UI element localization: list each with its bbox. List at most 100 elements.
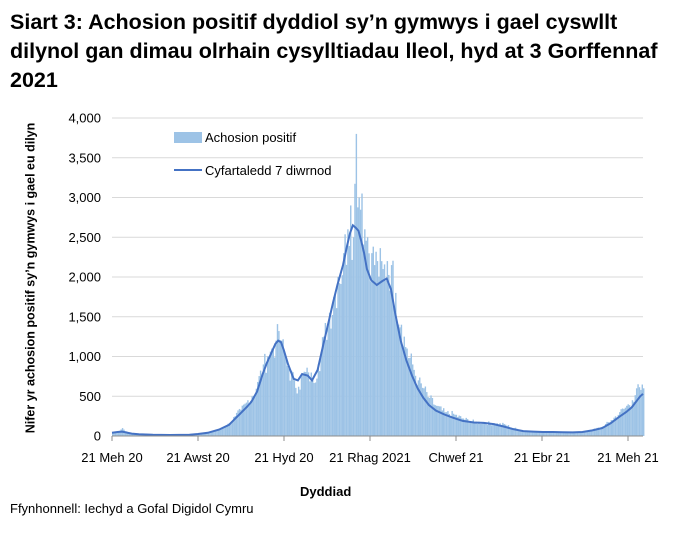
x-tick-labels: 21 Meh 20 21 Awst 20 21 Hyd 20 21 Rhag 2021…: [81, 436, 659, 465]
bar: [582, 431, 584, 436]
bar: [127, 432, 129, 436]
bar: [354, 183, 356, 436]
bar: [482, 422, 484, 436]
bar: [616, 417, 618, 436]
bar: [269, 351, 272, 436]
bar: [547, 432, 549, 436]
bar: [626, 405, 628, 436]
bar: [288, 368, 290, 436]
bar: [352, 237, 355, 436]
bar: [235, 412, 238, 436]
y-tick-label: 2,500: [68, 230, 101, 245]
bar: [231, 421, 234, 436]
bar: [250, 400, 252, 436]
bar: [481, 423, 483, 436]
bar: [527, 431, 529, 436]
bar: [581, 431, 583, 436]
bar: [599, 428, 601, 436]
bar: [264, 353, 266, 436]
bar: [406, 348, 408, 436]
bar: [568, 432, 570, 436]
bar: [409, 357, 411, 436]
bar: [337, 277, 339, 436]
bar: [510, 427, 513, 436]
bar: [258, 376, 260, 436]
bar: [385, 280, 387, 436]
bar: [534, 431, 536, 436]
bar: [579, 432, 582, 436]
bar: [614, 416, 617, 436]
y-tick-label: 3,500: [68, 150, 101, 165]
bar: [434, 405, 436, 436]
bar: [351, 259, 353, 436]
bar: [424, 386, 427, 436]
bar: [447, 411, 449, 436]
bar: [437, 405, 439, 436]
bar: [435, 405, 438, 436]
bar: [427, 397, 429, 436]
bar: [126, 432, 128, 436]
y-tick-label: 4,000: [68, 111, 101, 126]
bar: [499, 423, 501, 436]
bar: [245, 402, 248, 436]
bar: [293, 380, 296, 436]
bar: [388, 274, 390, 436]
bar: [237, 410, 239, 436]
bar: [613, 417, 615, 436]
bar: [588, 430, 590, 436]
bar: [375, 251, 377, 436]
bar: [116, 432, 118, 436]
bar: [372, 246, 374, 436]
bar: [389, 290, 391, 436]
y-tick-labels: 0 500 1,000 1,500 2,000 2,500 3,000 3,500 4,000: [68, 111, 101, 444]
bar: [513, 428, 515, 436]
bar: [624, 407, 627, 436]
bar: [347, 229, 349, 436]
bar: [113, 432, 115, 436]
bar: [496, 423, 498, 436]
bar: [492, 423, 494, 436]
bar: [295, 387, 297, 436]
bar: [583, 431, 586, 436]
bar: [397, 324, 400, 436]
bar: [478, 421, 480, 436]
bar: [455, 414, 458, 436]
bar: [488, 421, 490, 436]
bar: [200, 433, 203, 436]
bar: [592, 429, 594, 436]
bar: [204, 433, 207, 436]
bar: [537, 430, 539, 436]
y-axis-label: Nifer yr achosion positif sy’n gymwys i …: [23, 122, 38, 434]
bar: [565, 432, 567, 436]
bar: [227, 423, 229, 436]
bar: [597, 427, 600, 436]
bar: [285, 358, 287, 436]
x-tick-label: 21 Meh 21: [597, 450, 658, 465]
bar: [262, 364, 265, 436]
bar: [472, 419, 474, 436]
bar: [643, 388, 645, 436]
bar: [327, 322, 329, 436]
bar: [281, 340, 283, 436]
bar: [210, 431, 213, 436]
bar: [212, 431, 214, 436]
bar: [312, 378, 314, 436]
bar: [554, 431, 556, 436]
bar: [414, 375, 417, 436]
bar: [368, 253, 370, 436]
bar: [365, 240, 367, 436]
bar: [430, 395, 432, 436]
bar: [497, 424, 500, 436]
bar: [226, 426, 228, 436]
bar: [516, 428, 518, 436]
bar: [641, 384, 643, 436]
bar: [124, 431, 127, 436]
bar: [544, 431, 546, 436]
bar: [254, 394, 256, 436]
bar: [310, 372, 313, 436]
bar: [540, 431, 542, 436]
bar: [620, 409, 622, 436]
bar: [473, 421, 476, 436]
bar: [224, 427, 227, 436]
